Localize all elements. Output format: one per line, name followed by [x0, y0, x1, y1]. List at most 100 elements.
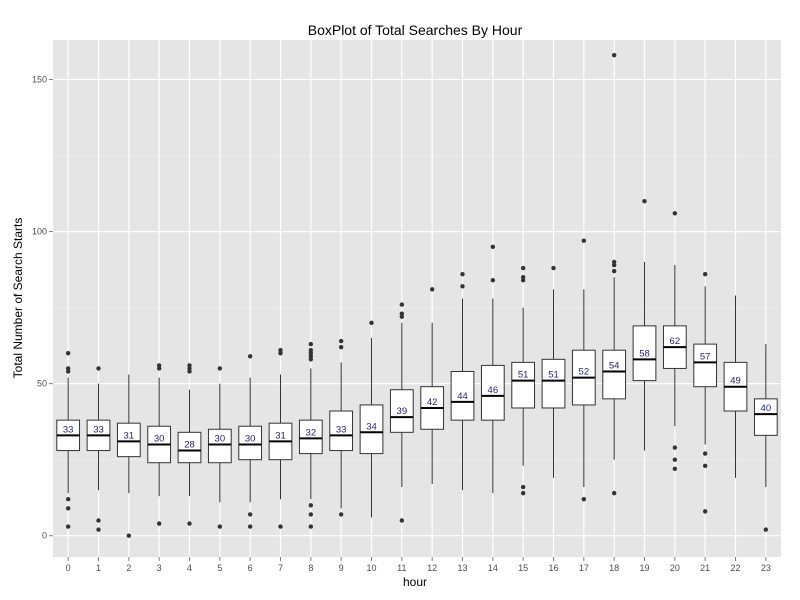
outlier-point: [65, 366, 71, 371]
outlier-point: [65, 351, 71, 356]
box-hour-9: 33: [329, 338, 354, 517]
outlier-point: [611, 268, 617, 274]
box-series: 33 33 31 30 28 30 30 31 32 33 34 39 42 44 46 51 51 52 54 58…: [56, 53, 778, 538]
outlier-point: [611, 490, 617, 496]
x-tick-label: 8: [308, 563, 313, 573]
outlier-point: [399, 518, 405, 523]
median-label: 40: [761, 403, 772, 414]
outlier-point: [702, 463, 708, 468]
outlier-point: [247, 354, 253, 359]
outlier-point: [308, 503, 314, 508]
box-hour-7: 31: [268, 348, 293, 529]
outlier-point: [187, 366, 192, 371]
outlier-point: [308, 512, 314, 517]
outlier-point: [96, 366, 101, 371]
median-label: 33: [63, 424, 74, 435]
box-iqr: [480, 364, 505, 421]
median-label: 42: [427, 397, 438, 408]
box-hour-8: 32: [298, 341, 323, 529]
outlier-point: [308, 524, 314, 529]
outlier-point: [429, 287, 435, 292]
box-hour-3: 30: [147, 363, 172, 526]
outlier-point: [187, 521, 192, 526]
median-label: 34: [366, 421, 377, 432]
outlier-point: [702, 271, 708, 277]
box-iqr: [602, 349, 627, 400]
x-tick-label: 5: [217, 563, 222, 573]
x-tick-label: 20: [670, 563, 680, 573]
x-tick-label: 19: [639, 563, 649, 573]
box-hour-14: 46: [480, 244, 505, 494]
x-tick-label: 3: [157, 563, 162, 573]
x-tick-label: 9: [339, 563, 344, 573]
median-label: 54: [609, 360, 620, 371]
x-tick-label: 15: [518, 563, 528, 573]
box-hour-17: 52: [571, 238, 596, 502]
median-label: 46: [488, 385, 499, 396]
median-label: 30: [154, 433, 165, 444]
outlier-point: [611, 259, 617, 265]
box-hour-4: 28: [177, 363, 202, 526]
outlier-point: [763, 527, 769, 532]
plot-panel: [53, 40, 781, 557]
median-label: 39: [397, 406, 408, 417]
outlier-point: [308, 341, 314, 347]
median-label: 51: [548, 370, 559, 381]
box-hour-19: 58: [632, 198, 657, 451]
outlier-point: [520, 490, 526, 496]
outlier-point: [278, 524, 283, 529]
x-tick-label: 21: [700, 563, 710, 573]
box-hour-20: 62: [662, 211, 687, 472]
y-tick-label: 50: [37, 379, 47, 389]
box-hour-18: 54: [602, 53, 627, 496]
outlier-point: [520, 275, 526, 280]
median-label: 51: [518, 370, 529, 381]
outlier-point: [217, 524, 223, 529]
outlier-point: [399, 302, 405, 307]
x-tick-label: 2: [126, 563, 131, 573]
median-label: 32: [306, 427, 317, 438]
box-iqr: [238, 425, 263, 461]
box-hour-6: 30: [238, 354, 263, 529]
outlier-point: [278, 351, 283, 356]
outlier-point: [702, 451, 708, 456]
outlier-point: [672, 466, 678, 472]
outlier-point: [581, 497, 587, 502]
box-hour-22: 49: [723, 295, 748, 478]
y-tick-label: 100: [32, 227, 47, 237]
outlier-point: [338, 344, 344, 350]
median-label: 52: [579, 367, 590, 378]
outlier-point: [551, 265, 556, 271]
x-tick-label: 4: [187, 563, 192, 573]
median-label: 49: [730, 376, 741, 387]
y-tick-label: 0: [42, 531, 47, 541]
box-hour-15: 51: [511, 265, 536, 496]
median-label: 28: [184, 440, 195, 451]
median-label: 31: [275, 430, 286, 441]
outlier-point: [399, 311, 405, 316]
outlier-point: [65, 369, 71, 374]
box-iqr: [177, 431, 202, 464]
outlier-point: [65, 497, 71, 502]
x-tick-label: 23: [761, 563, 771, 573]
outlier-point: [96, 527, 101, 532]
median-label: 30: [215, 433, 226, 444]
median-label: 62: [670, 336, 681, 347]
y-axis-title: Total Number of Search Starts: [11, 218, 25, 379]
outlier-point: [156, 366, 162, 371]
outlier-point: [520, 484, 526, 490]
outlier-point: [460, 271, 465, 277]
x-tick-label: 22: [730, 563, 740, 573]
outlier-point: [581, 238, 587, 243]
box-iqr: [450, 370, 475, 421]
outlier-point: [672, 445, 678, 450]
x-tick-label: 6: [248, 563, 253, 573]
outlier-point: [156, 521, 162, 526]
box-hour-13: 44: [450, 271, 475, 491]
outlier-point: [308, 348, 314, 353]
outlier-point: [611, 262, 617, 268]
x-tick-label: 17: [579, 563, 589, 573]
x-tick-label: 0: [66, 563, 71, 573]
